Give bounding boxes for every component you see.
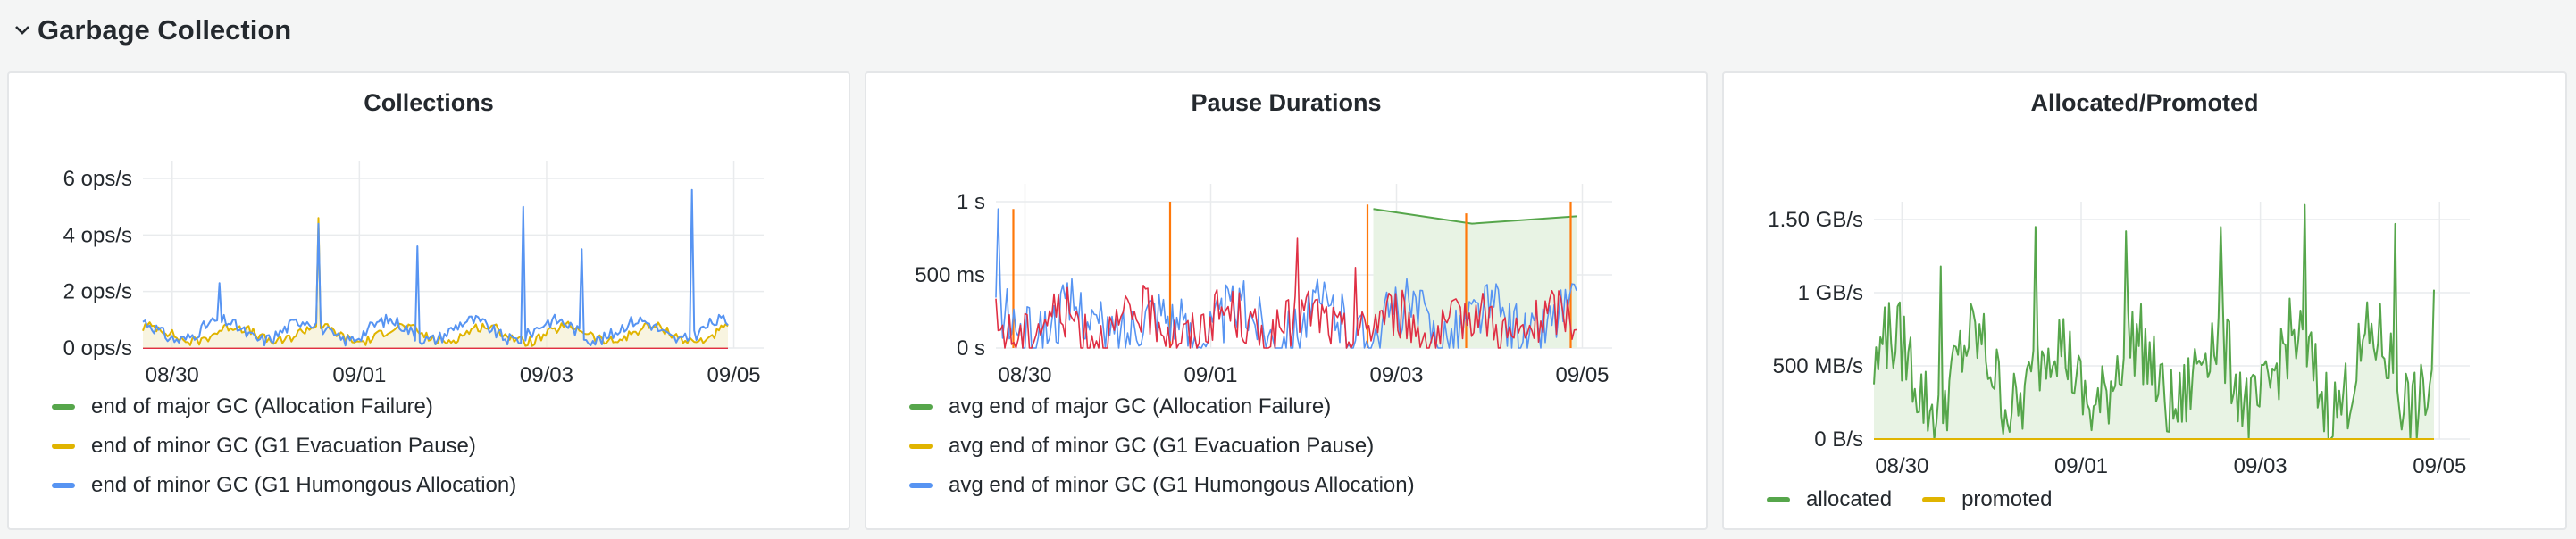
x-tick-label: 09/05 — [707, 363, 761, 387]
y-tick-label: 4 ops/s — [63, 223, 132, 247]
legend-item[interactable]: end of major GC (Allocation Failure) — [52, 387, 516, 427]
legend-label: end of minor GC (G1 Humongous Allocation… — [91, 473, 517, 497]
panel-collections[interactable]: Collections 0 ops/s 2 ops/s 4 ops/s 6 ops/s… — [7, 71, 850, 530]
x-tick-label: 09/03 — [1369, 363, 1423, 387]
legend-item[interactable]: avg end of minor GC (G1 Humongous Alloca… — [909, 466, 1415, 505]
legend-item[interactable]: promoted — [1922, 480, 2052, 519]
legend-label: end of major GC (Allocation Failure) — [91, 394, 433, 419]
legend-item[interactable]: allocated — [1767, 480, 1892, 519]
chart-collections: 0 ops/s 2 ops/s 4 ops/s 6 ops/s 08/30 09/01 09… — [63, 161, 764, 387]
y-tick-label: 2 ops/s — [63, 280, 132, 304]
legend-item[interactable]: avg end of minor GC (G1 Evacuation Pause… — [909, 427, 1415, 466]
legend: allocated promoted — [1767, 480, 2082, 519]
x-tick-label: 08/30 — [998, 363, 1051, 387]
legend-label: avg end of minor GC (G1 Humongous Alloca… — [949, 473, 1415, 497]
legend-item[interactable]: avg end of major GC (Allocation Failure) — [909, 387, 1415, 427]
series-line — [142, 217, 729, 347]
panel-title[interactable]: Pause Durations — [1191, 89, 1382, 116]
y-tick-label: 500 ms — [915, 263, 985, 287]
series-line — [995, 237, 1577, 349]
row-title[interactable]: Garbage Collection — [38, 14, 292, 46]
x-tick-label: 09/03 — [520, 363, 573, 387]
x-tick-label: 09/01 — [1183, 363, 1237, 387]
chart-pause-durations: 0 s 500 ms 1 s 08/30 09/01 09/03 09/05 — [915, 184, 1612, 387]
legend-swatch — [52, 404, 75, 410]
legend: avg end of major GC (Allocation Failure)… — [909, 387, 1415, 505]
y-tick-label: 1.50 GB/s — [1768, 208, 1863, 232]
series-line — [1873, 203, 2435, 440]
x-tick-label: 09/05 — [2413, 454, 2466, 478]
legend-swatch — [1922, 497, 1946, 502]
chart-allocated-promoted: 0 B/s 500 MB/s 1 GB/s 1.50 GB/s 08/30 09/01 09… — [1768, 202, 2470, 478]
x-tick-label: 08/30 — [1875, 454, 1928, 478]
y-tick-label: 0 ops/s — [63, 336, 132, 361]
panel-allocated-promoted[interactable]: Allocated/Promoted 0 B/s 500 MB/s 1 GB/s 1.… — [1722, 71, 2567, 530]
legend-label: avg end of major GC (Allocation Failure) — [949, 394, 1332, 419]
legend-swatch — [52, 444, 75, 449]
legend-label: promoted — [1961, 487, 2053, 511]
panel-title[interactable]: Collections — [364, 89, 494, 116]
series-area — [1874, 204, 2434, 439]
series-line — [995, 208, 1577, 349]
x-tick-label: 09/01 — [2054, 454, 2108, 478]
y-tick-label: 0 s — [957, 336, 985, 361]
legend-swatch — [909, 444, 933, 449]
series-line — [142, 188, 729, 347]
chevron-down-icon[interactable] — [13, 21, 32, 40]
y-tick-label: 1 GB/s — [1798, 281, 1863, 305]
y-tick-label: 1 s — [957, 190, 985, 214]
panel-pause-durations[interactable]: Pause Durations 0 s 500 ms 1 s 08/30 09/01 09… — [865, 71, 1708, 530]
y-tick-label: 500 MB/s — [1773, 354, 1863, 378]
x-tick-label: 09/01 — [332, 363, 386, 387]
row-header: Garbage Collection — [0, 0, 2576, 61]
legend-swatch — [52, 483, 75, 488]
y-tick-label: 6 ops/s — [63, 167, 132, 191]
y-tick-label: 0 B/s — [1814, 427, 1863, 452]
legend: end of major GC (Allocation Failure) end… — [52, 387, 516, 505]
legend-swatch — [1767, 497, 1790, 502]
legend-label: end of minor GC (G1 Evacuation Pause) — [91, 434, 476, 458]
legend-item[interactable]: end of minor GC (G1 Evacuation Pause) — [52, 427, 516, 466]
legend-swatch — [909, 483, 933, 488]
x-tick-label: 09/05 — [1555, 363, 1609, 387]
legend-swatch — [909, 404, 933, 410]
legend-label: avg end of minor GC (G1 Evacuation Pause… — [949, 434, 1375, 458]
legend-label: allocated — [1806, 487, 1893, 511]
x-tick-label: 09/03 — [2234, 454, 2287, 478]
x-tick-label: 08/30 — [146, 363, 199, 387]
panel-title[interactable]: Allocated/Promoted — [2030, 89, 2259, 116]
series-line — [1373, 208, 1577, 225]
legend-item[interactable]: end of minor GC (G1 Humongous Allocation… — [52, 466, 516, 505]
